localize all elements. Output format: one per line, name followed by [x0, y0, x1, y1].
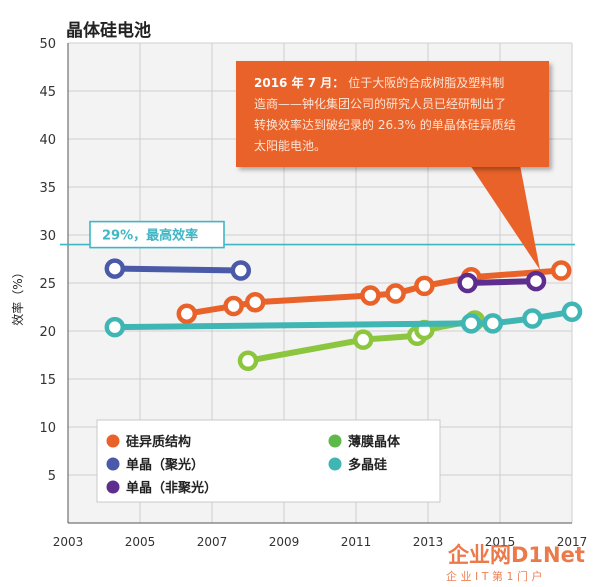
axis-ticks: 5 10 15 20 25 30 35 40 45 50 2003 2005 2007 2009 2011 2…	[39, 37, 587, 549]
legend-swatch	[328, 457, 342, 471]
data-point	[230, 260, 252, 281]
y-tick-label: 30	[39, 229, 56, 244]
y-tick-label: 20	[39, 325, 56, 340]
y-tick-label: 35	[39, 181, 56, 196]
x-tick-label: 2015	[485, 535, 516, 549]
x-tick-label: 2017	[557, 535, 588, 549]
callout-bold: 2016 年 7 月：	[254, 75, 344, 90]
legend-swatch	[328, 434, 342, 448]
legend-label: 多晶硅	[348, 457, 387, 473]
y-axis-label: 效率（%）	[10, 266, 25, 325]
data-point	[385, 283, 406, 304]
callout-line-1: 2016 年 7 月： 位于大阪的合成树脂及塑料制	[254, 75, 504, 90]
series-1	[104, 258, 252, 281]
x-tick-label: 2013	[413, 535, 444, 549]
legend-label: 单晶（非聚光）	[126, 480, 217, 496]
callout-pointer	[470, 165, 540, 270]
chart-title: 晶体硅电池	[66, 20, 151, 41]
data-point	[360, 285, 381, 306]
watermark-sub: 企 业 I T 第 1 门 户	[446, 569, 542, 583]
series-2	[457, 270, 547, 294]
legend-swatch	[106, 457, 120, 471]
callout-line-2: 造商——钟化集团公司的研究人员已经研制出了	[254, 96, 506, 111]
y-tick-label: 15	[39, 373, 56, 388]
legend-label: 薄膜晶体	[348, 434, 401, 450]
data-point	[352, 329, 374, 350]
callout-line-4: 太阳能电池。	[254, 138, 326, 153]
callout-box	[236, 61, 549, 167]
x-tick-label: 2011	[341, 535, 372, 549]
legend-swatch	[106, 480, 120, 494]
legend-label: 单晶（聚光）	[126, 457, 204, 473]
y-tick-label: 5	[48, 469, 56, 484]
data-point	[522, 308, 543, 329]
data-point	[104, 258, 126, 279]
data-point	[176, 303, 198, 324]
series-4	[104, 301, 583, 338]
y-tick-label: 40	[39, 133, 56, 148]
data-point	[460, 313, 482, 334]
legend-label: 硅异质结构	[126, 434, 191, 450]
reference-label-box	[89, 220, 225, 249]
data-point	[550, 260, 572, 281]
x-tick-label: 2009	[269, 535, 300, 549]
callout-line-3: 转换效率达到破纪录的 26.3% 的单晶体硅异质结	[254, 117, 516, 132]
y-tick-label: 25	[39, 277, 56, 292]
data-point	[482, 313, 504, 334]
annotation-callout: 2016 年 7 月： 位于大阪的合成树脂及塑料制 造商——钟化集团公司的研究人员…	[236, 61, 549, 270]
series-line	[111, 265, 244, 274]
legend-swatch	[106, 434, 120, 448]
data-point	[525, 270, 547, 292]
x-tick-label: 2005	[125, 535, 156, 549]
callout-text-1: 位于大阪的合成树脂及塑料制	[348, 75, 504, 90]
series-layer	[104, 258, 583, 372]
reference-line: 29%，最高效率	[60, 220, 575, 249]
x-tick-label: 2007	[197, 535, 228, 549]
data-point	[237, 350, 259, 372]
y-tick-label: 10	[39, 421, 56, 436]
data-point	[561, 301, 583, 323]
data-point	[414, 275, 435, 297]
data-point	[457, 272, 478, 294]
data-point	[223, 295, 244, 317]
data-point	[104, 316, 126, 338]
x-tick-label: 2003	[53, 535, 84, 549]
y-tick-label: 45	[39, 85, 56, 100]
reference-label: 29%，最高效率	[102, 228, 198, 244]
legend-box	[96, 419, 441, 503]
watermark: 企业网D1Net 企 业 I T 第 1 门 户	[446, 543, 585, 583]
data-point	[244, 291, 266, 313]
series-line	[464, 278, 539, 286]
y-tick-label: 50	[39, 37, 56, 52]
watermark-brand: 企业网D1Net	[447, 543, 585, 567]
